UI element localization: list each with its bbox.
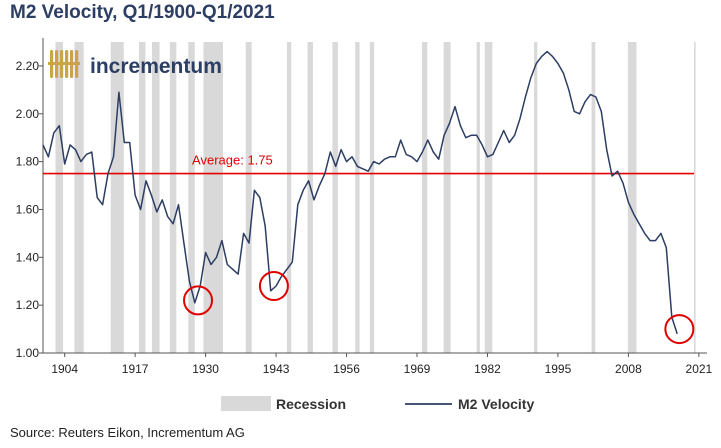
recession-band bbox=[484, 42, 493, 353]
y-tick-label: 2.20 bbox=[16, 59, 40, 73]
recession-band bbox=[307, 42, 313, 353]
recession-band bbox=[591, 42, 596, 353]
highlight-circle bbox=[183, 285, 214, 316]
recession-band bbox=[443, 42, 451, 353]
recession-band bbox=[245, 42, 252, 353]
y-tick-label: 1.80 bbox=[16, 155, 40, 169]
highlight-circle bbox=[258, 271, 289, 302]
recession-band bbox=[421, 42, 428, 353]
legend-swatch-recession bbox=[221, 396, 271, 411]
x-tick-label: 2021 bbox=[686, 362, 713, 376]
logo: incrementum bbox=[48, 50, 222, 78]
x-tick-label: 1930 bbox=[192, 362, 219, 376]
recession-band bbox=[188, 42, 195, 353]
recession-band bbox=[286, 42, 292, 353]
series-line bbox=[42, 50, 678, 335]
source-note: Source: Reuters Eikon, Incrementum AG bbox=[10, 425, 245, 440]
logo-text: incrementum bbox=[90, 55, 222, 78]
legend-label-recession: Recession bbox=[276, 396, 346, 412]
recession-band bbox=[110, 42, 124, 353]
recession-band bbox=[74, 42, 84, 353]
x-tick-label: 2008 bbox=[615, 362, 642, 376]
y-tick-label: 1.40 bbox=[16, 250, 40, 264]
x-tick-label: 1904 bbox=[51, 362, 78, 376]
x-tick-label: 1917 bbox=[122, 362, 149, 376]
legend: Recession M2 Velocity bbox=[221, 396, 534, 412]
recession-band bbox=[151, 42, 160, 353]
x-tick-label: 1982 bbox=[474, 362, 501, 376]
recession-band bbox=[332, 42, 338, 353]
wheat-sheaf-icon bbox=[48, 50, 80, 78]
recession-band bbox=[693, 42, 696, 353]
chart-title: M2 Velocity, Q1/1900-Q1/2021 bbox=[10, 2, 275, 23]
recession-band bbox=[169, 42, 177, 353]
recession-band bbox=[369, 42, 375, 353]
recession-band bbox=[203, 42, 223, 353]
legend-label-m2-velocity: M2 Velocity bbox=[458, 396, 534, 412]
x-tick-label: 1943 bbox=[263, 362, 290, 376]
recession-band bbox=[627, 42, 637, 353]
recession-band bbox=[355, 42, 360, 353]
highlight-circle bbox=[664, 314, 695, 345]
logo-band bbox=[48, 62, 80, 65]
y-tick-label: 1.20 bbox=[16, 298, 40, 312]
recession-band bbox=[534, 42, 538, 353]
y-tick-label: 1.60 bbox=[16, 202, 40, 216]
y-tick-label: 1.00 bbox=[16, 346, 40, 360]
x-tick-label: 1995 bbox=[545, 362, 572, 376]
x-tick-label: 1969 bbox=[404, 362, 431, 376]
recession-band bbox=[55, 42, 64, 353]
average-label: Average: 1.75 bbox=[192, 153, 273, 168]
y-tick-label: 2.00 bbox=[16, 107, 40, 121]
recession-band bbox=[476, 42, 480, 353]
x-tick-label: 1956 bbox=[333, 362, 360, 376]
